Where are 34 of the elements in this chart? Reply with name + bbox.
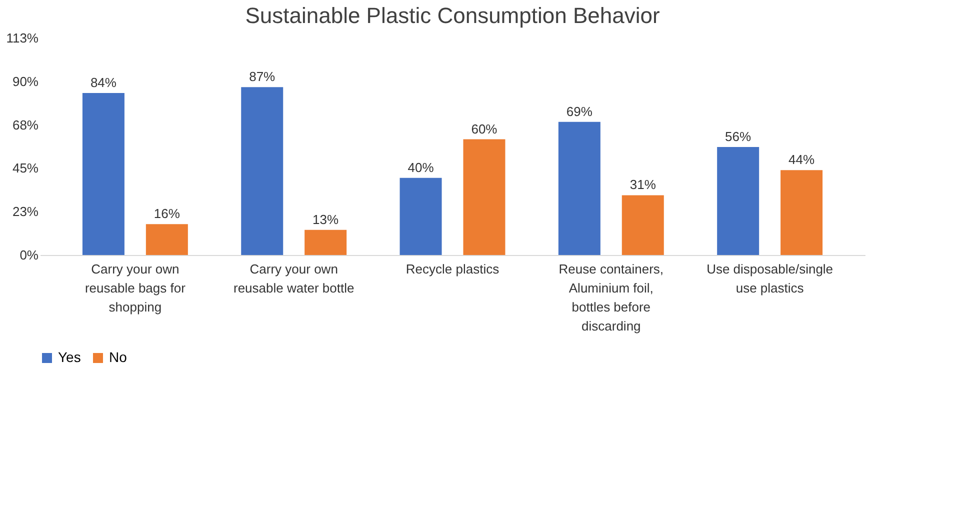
y-tick-label: 23% <box>12 204 39 220</box>
y-tick-label: 45% <box>12 160 39 176</box>
data-label: 31% <box>630 177 656 192</box>
legend-label: No <box>109 349 128 365</box>
x-tick-label: Use disposable/single use plastics <box>706 262 834 296</box>
bar <box>304 230 347 255</box>
data-label: 40% <box>408 160 434 175</box>
y-tick-label: 0% <box>20 248 39 262</box>
bar <box>146 224 188 255</box>
x-tick-label: Reuse containers, Aluminium foil, bottles before discarding <box>558 262 664 334</box>
x-tick-label: Carry your own reusable bags for shopping <box>84 262 186 314</box>
bar <box>400 178 442 255</box>
data-label: 87% <box>249 69 276 84</box>
data-label: 13% <box>312 212 340 227</box>
bar <box>558 122 600 255</box>
data-label: 44% <box>788 152 815 168</box>
x-tick-label: Carry your own reusable water bottle <box>234 262 354 296</box>
bar <box>82 92 124 255</box>
bar <box>780 170 823 255</box>
bar <box>717 146 760 255</box>
bar <box>241 87 284 255</box>
data-label: 60% <box>471 121 498 136</box>
y-tick-label: 68% <box>12 117 39 132</box>
data-label: 69% <box>566 104 593 119</box>
y-tick-label: 90% <box>12 74 39 89</box>
bar <box>463 139 506 255</box>
y-tick-label: 113% <box>6 30 39 46</box>
legend-label: Yes <box>58 349 81 365</box>
x-tick-label: Recycle plastics <box>406 262 500 276</box>
data-label: 84% <box>90 74 117 90</box>
data-label: 16% <box>154 206 180 222</box>
data-label: 56% <box>725 128 752 144</box>
bar <box>622 195 664 255</box>
chart-title: Sustainable Plastic Consumption Behavior <box>245 3 660 28</box>
